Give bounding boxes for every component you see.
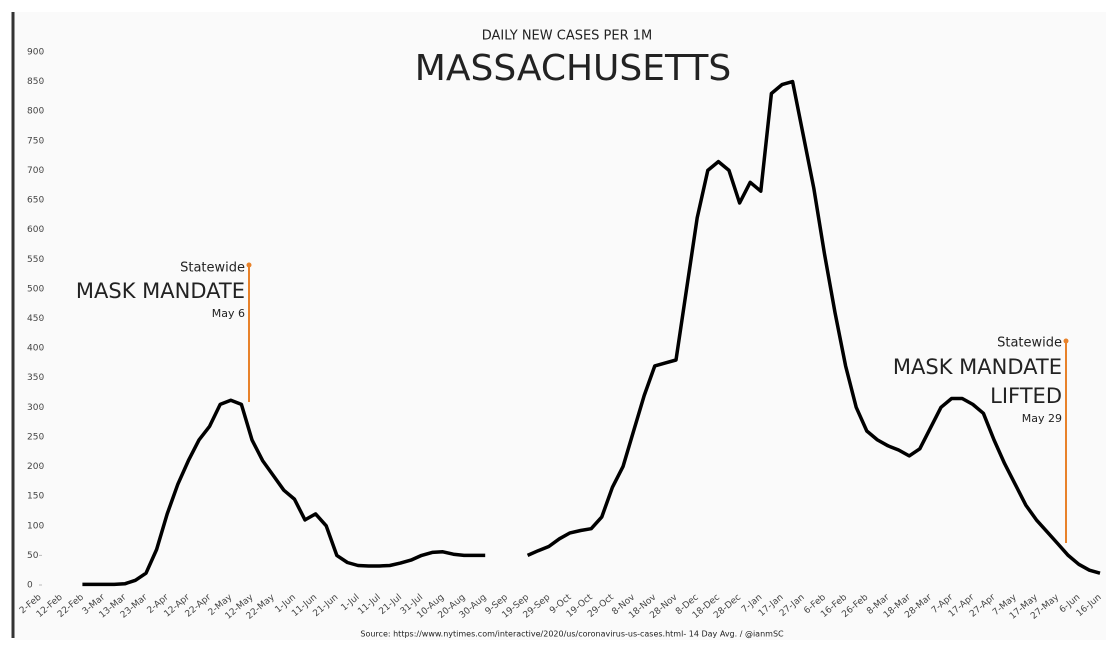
y-tick-label: 850: [27, 77, 44, 87]
y-tick-label: 650: [27, 196, 44, 206]
chart-subtitle: DAILY NEW CASES PER 1M: [482, 29, 653, 44]
y-tick-label: 500: [27, 284, 44, 294]
annotation-dot: [1063, 338, 1069, 344]
chart-title: MASSACHUSETTS: [415, 48, 731, 89]
line: [82, 79, 1101, 587]
y-tick-label: 150: [27, 492, 44, 502]
annotation-text: May 29: [1022, 412, 1062, 425]
annotation-text: Statewide: [997, 336, 1062, 351]
y-tick-label: 900: [27, 48, 44, 58]
annotation-text: LIFTED: [990, 384, 1062, 408]
y-tick-label: 200: [27, 462, 44, 472]
source-note: Source: https://www.nytimes.com/interact…: [360, 630, 784, 639]
y-tick-label: 600: [27, 225, 44, 235]
y-tick-label: 450: [27, 314, 44, 324]
annotation-text: MASK MANDATE: [76, 279, 245, 303]
annotation-text: MASK MANDATE: [893, 355, 1062, 379]
annotation-dot: [246, 262, 252, 268]
y-tick-label: 550: [27, 255, 44, 265]
y-tick-label: 400: [27, 344, 44, 354]
annotation-text: May 6: [212, 307, 245, 320]
y-tick-label: 250: [27, 432, 44, 442]
y-tick-label: 100: [27, 521, 44, 531]
y-tick-label: 0: [27, 581, 33, 591]
chart-background: [14, 12, 1106, 640]
y-tick-label: 700: [27, 166, 44, 176]
y-tick-label: 800: [27, 107, 44, 117]
y-tick-label: 50: [27, 551, 39, 561]
annotation-text: Statewide: [180, 261, 245, 276]
y-tick-label: 350: [27, 373, 44, 383]
y-tick-label: 300: [27, 403, 44, 413]
y-tick-label: 750: [27, 136, 44, 146]
